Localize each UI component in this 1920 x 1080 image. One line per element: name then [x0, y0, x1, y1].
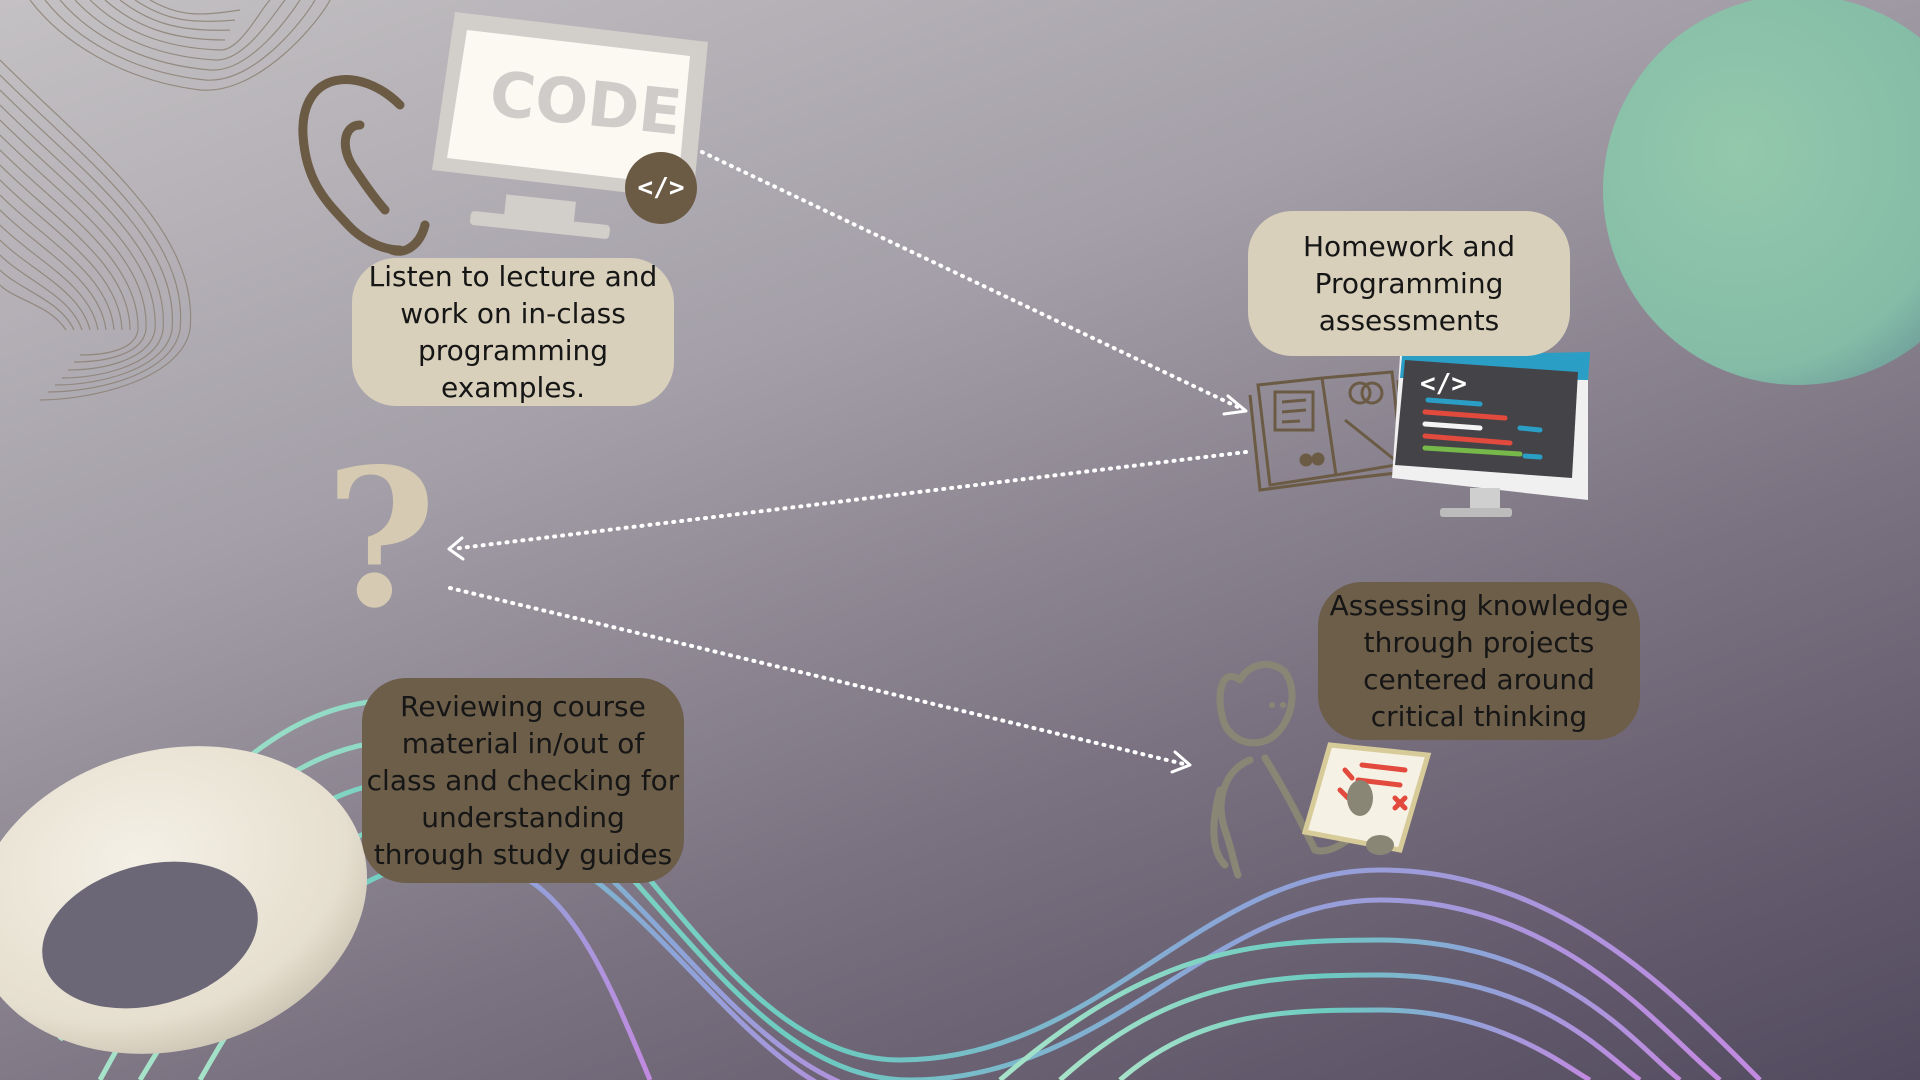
arrowhead-review — [447, 536, 465, 561]
homework-bubble: Homework and Programming assessments — [1248, 211, 1570, 356]
wire-mesh-decor — [0, 0, 331, 401]
book-editor-icon: </> — [1248, 352, 1590, 517]
arrowhead-projects — [1170, 750, 1192, 774]
projects-text: Assessing knowledge through projects cen… — [1329, 589, 1629, 733]
arrowhead-homework — [1222, 394, 1248, 416]
green-sphere — [1603, 0, 1920, 385]
review-text: Reviewing course material in/out of clas… — [366, 690, 680, 871]
editor-tag-icon: </> — [1420, 369, 1467, 399]
arrow-review-to-projects — [448, 586, 1190, 767]
code-tag-icon: </> — [638, 173, 685, 203]
question-mark-icon: ? — [325, 427, 436, 650]
lecture-text: Listen to lecture and work on in-class p… — [368, 260, 658, 404]
arrow-homework-to-review — [450, 450, 1248, 551]
projects-bubble: Assessing knowledge through projects cen… — [1318, 582, 1640, 740]
homework-text: Homework and Programming assessments — [1302, 230, 1516, 337]
lecture-bubble: Listen to lecture and work on in-class p… — [352, 258, 674, 406]
code-monitor-icon: CODE </> — [432, 12, 708, 239]
review-bubble: Reviewing course material in/out of clas… — [362, 678, 684, 883]
cream-torus — [0, 746, 368, 1054]
person-checklist-icon — [1210, 661, 1432, 879]
ear-icon — [298, 75, 430, 256]
